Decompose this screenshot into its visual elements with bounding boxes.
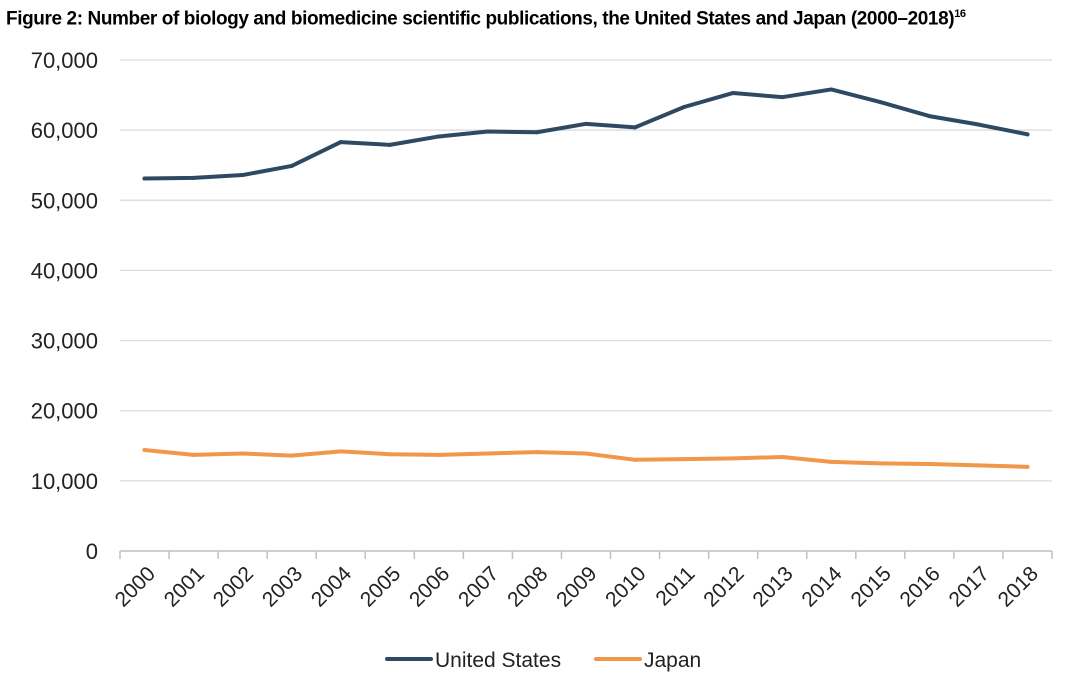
x-tick-label: 2012 [699,562,748,611]
data-point-japan [436,452,441,457]
y-tick-label: 50,000 [31,188,98,213]
footnote-marker: 16 [954,8,966,20]
x-tick-label: 2016 [896,562,945,611]
axes [119,550,1053,559]
x-tick-label: 2001 [160,562,209,611]
x-tick-label: 2008 [503,562,552,611]
data-point-united-states [387,142,392,147]
data-point-united-states [534,130,539,135]
data-point-japan [240,451,245,456]
x-tick-label: 2018 [994,562,1043,611]
y-tick-label: 20,000 [31,399,98,424]
x-axis-ticks: 2000 2001 2002 2003 2004 2005 2006 2007 2008 2009… [111,562,1043,612]
data-point-united-states [780,95,785,100]
x-tick-label: 2017 [945,562,994,611]
data-point-united-states [633,125,638,130]
data-point-japan [1025,464,1030,469]
data-point-united-states [927,114,932,119]
series-line-united-states [142,87,1030,181]
data-point-united-states [191,175,196,180]
data-point-japan [976,463,981,468]
data-point-japan [878,461,883,466]
data-point-japan [191,452,196,457]
x-tick-label: 2003 [258,562,307,611]
x-tick-label: 2011 [651,562,699,610]
data-point-united-states [240,173,245,178]
x-tick-label: 2000 [111,562,160,611]
data-point-united-states [829,87,834,92]
legend: United States Japan [385,649,701,672]
data-point-united-states [485,129,490,134]
gridlines [120,59,1052,482]
x-tick-label: 2007 [454,562,503,611]
data-point-united-states [682,104,687,109]
data-point-japan [289,453,294,458]
data-point-japan [534,450,539,455]
data-point-united-states [289,163,294,168]
legend-label-japan: Japan [644,649,701,672]
data-point-united-states [731,90,736,95]
data-point-japan [633,457,638,462]
x-tick-label: 2006 [405,562,454,611]
data-point-united-states [338,140,343,145]
y-tick-label: 70,000 [31,48,98,73]
data-point-japan [584,451,588,456]
y-tick-label: 60,000 [31,118,98,143]
y-axis-ticks: 0 10,000 20,000 30,000 40,000 50,000 60,000 70,… [31,48,98,564]
legend-label-united-states: United States [435,649,561,672]
x-tick-label: 2010 [601,562,650,611]
x-tick-label: 2015 [846,562,895,611]
data-point-united-states [142,176,147,181]
x-tick-label: 2013 [748,562,797,611]
chart-title: Figure 2: Number of biology and biomedic… [6,8,966,30]
series-lines [142,87,1030,469]
y-tick-label: 0 [86,539,98,564]
data-point-japan [731,456,736,461]
data-point-united-states [1025,132,1030,137]
data-point-japan [829,459,834,464]
x-tick-label: 2002 [209,562,258,611]
y-tick-label: 40,000 [31,258,98,283]
y-tick-label: 10,000 [31,469,98,494]
y-tick-label: 30,000 [31,329,98,354]
data-point-japan [485,451,490,456]
data-point-japan [927,462,932,467]
data-point-united-states [878,100,883,105]
x-tick-label: 2009 [552,562,601,611]
x-tick-label: 2014 [797,562,847,612]
data-point-united-states [976,122,981,127]
data-point-united-states [436,134,441,139]
x-tick-label: 2004 [307,562,357,612]
data-point-japan [780,455,785,460]
x-tick-label: 2005 [356,562,405,611]
data-point-japan [682,457,687,462]
data-point-japan [142,447,147,452]
data-point-japan [338,449,343,454]
data-point-united-states [584,121,588,126]
data-point-japan [387,452,392,457]
